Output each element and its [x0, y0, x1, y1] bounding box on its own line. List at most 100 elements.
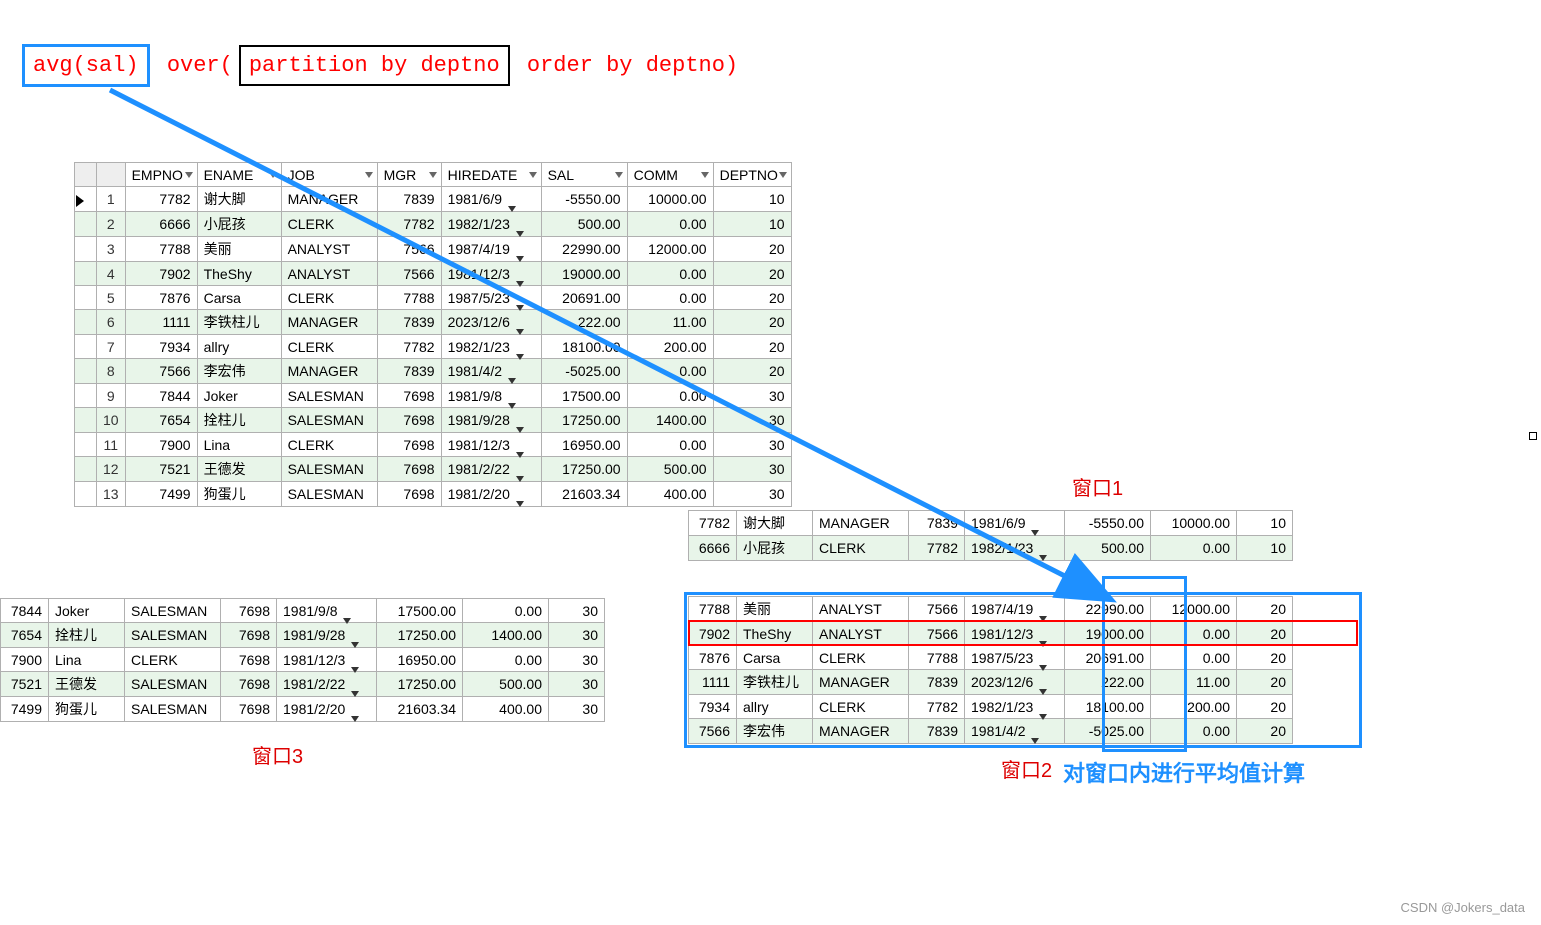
cell-hiredate: 1982/1/23 [965, 536, 1065, 561]
table-row[interactable]: 61111李铁柱儿MANAGER78392023/12/6 222.0011.0… [75, 310, 792, 335]
cell-empno: 7902 [689, 622, 737, 646]
cell-mgr: 7839 [377, 187, 441, 212]
cell-empno: 7900 [125, 433, 197, 457]
cell-empno: 7499 [1, 697, 49, 722]
cell-comm: 10000.00 [1151, 511, 1237, 536]
cell-comm: 0.00 [627, 384, 713, 408]
cell-sal: 19000.00 [1065, 622, 1151, 646]
table-row[interactable]: 6666小屁孩CLERK77821982/1/23 500.000.0010 [689, 536, 1293, 561]
cell-comm: 12000.00 [627, 237, 713, 262]
cell-deptno: 30 [549, 672, 605, 697]
table-row[interactable]: 7521王德发SALESMAN76981981/2/22 17250.00500… [1, 672, 605, 697]
cell-hiredate: 1981/12/3 [441, 433, 541, 457]
cell-mgr: 7566 [909, 622, 965, 646]
cell-hiredate: 1981/6/9 [965, 511, 1065, 536]
table-row[interactable]: 7902TheShyANALYST75661981/12/3 19000.000… [689, 622, 1293, 646]
col-empno[interactable]: EMPNO [125, 163, 197, 187]
col-ename[interactable]: ENAME [197, 163, 281, 187]
cell-ename: 美丽 [197, 237, 281, 262]
table-row[interactable]: 127521王德发SALESMAN76981981/2/22 17250.005… [75, 457, 792, 482]
table-row[interactable]: 7876CarsaCLERK77881987/5/23 20691.000.00… [689, 646, 1293, 670]
table-row[interactable]: 7844JokerSALESMAN76981981/9/8 17500.000.… [1, 599, 605, 623]
row-indicator [75, 310, 97, 335]
col-comm[interactable]: COMM [627, 163, 713, 187]
table-row[interactable]: 1111李铁柱儿MANAGER78392023/12/6 222.0011.00… [689, 670, 1293, 695]
table-row[interactable]: 7788美丽ANALYST75661987/4/19 22990.0012000… [689, 597, 1293, 622]
table-row[interactable]: 87566李宏伟MANAGER78391981/4/2 -5025.000.00… [75, 359, 792, 384]
cell-job: SALESMAN [281, 482, 377, 507]
table-row[interactable]: 37788美丽ANALYST75661987/4/19 22990.001200… [75, 237, 792, 262]
main-data-grid[interactable]: EMPNO ENAME JOB MGR HIREDATE SAL COMM DE… [74, 162, 792, 507]
sort-icon[interactable] [269, 172, 277, 178]
window1-grid: 7782谢大脚MANAGER78391981/6/9 -5550.0010000… [688, 510, 1293, 561]
col-deptno[interactable]: DEPTNO [713, 163, 791, 187]
sort-icon[interactable] [365, 172, 373, 178]
cell-hiredate: 1987/5/23 [965, 646, 1065, 670]
cell-hiredate: 1981/2/22 [277, 672, 377, 697]
cell-ename: 谢大脚 [737, 511, 813, 536]
cell-mgr: 7782 [377, 212, 441, 237]
cell-deptno: 20 [1237, 695, 1293, 719]
rownum-col [97, 163, 126, 187]
table-row[interactable]: 7782谢大脚MANAGER78391981/6/9 -5550.0010000… [689, 511, 1293, 536]
table-row[interactable]: 117900LinaCLERK76981981/12/3 16950.000.0… [75, 433, 792, 457]
sort-icon[interactable] [429, 172, 437, 178]
col-hiredate[interactable]: HIREDATE [441, 163, 541, 187]
sql-partition-box: partition by deptno [239, 45, 510, 86]
sort-icon[interactable] [701, 172, 709, 178]
cell-ename: TheShy [737, 622, 813, 646]
cell-hiredate: 2023/12/6 [965, 670, 1065, 695]
cell-deptno: 10 [713, 187, 791, 212]
cell-deptno: 20 [713, 237, 791, 262]
row-indicator [75, 359, 97, 384]
cell-empno: 7844 [1, 599, 49, 623]
table-row[interactable]: 137499狗蛋儿SALESMAN76981981/2/20 21603.344… [75, 482, 792, 507]
cell-empno: 7499 [125, 482, 197, 507]
cell-comm: 0.00 [1151, 646, 1237, 670]
row-indicator-col [75, 163, 97, 187]
col-mgr[interactable]: MGR [377, 163, 441, 187]
table-row[interactable]: 97844JokerSALESMAN76981981/9/8 17500.000… [75, 384, 792, 408]
cell-sal: 222.00 [1065, 670, 1151, 695]
cell-ename: allry [737, 695, 813, 719]
cell-ename: 李铁柱儿 [197, 310, 281, 335]
cell-job: MANAGER [281, 310, 377, 335]
row-indicator [75, 335, 97, 359]
table-row[interactable]: 7499狗蛋儿SALESMAN76981981/2/20 21603.34400… [1, 697, 605, 722]
current-row-pointer-icon [76, 195, 84, 207]
cell-empno: 7876 [125, 286, 197, 310]
cell-comm: 10000.00 [627, 187, 713, 212]
table-row[interactable]: 7900LinaCLERK76981981/12/3 16950.000.003… [1, 648, 605, 672]
table-row[interactable]: 26666小屁孩CLERK77821982/1/23 500.000.0010 [75, 212, 792, 237]
cell-ename: 美丽 [737, 597, 813, 622]
table-row[interactable]: 17782谢大脚MANAGER78391981/6/9 -5550.001000… [75, 187, 792, 212]
cell-ename: Carsa [737, 646, 813, 670]
cell-mgr: 7566 [377, 237, 441, 262]
sort-icon[interactable] [615, 172, 623, 178]
table-row[interactable]: 7934allryCLERK77821982/1/23 18100.00200.… [689, 695, 1293, 719]
sort-icon[interactable] [185, 172, 193, 178]
col-job[interactable]: JOB [281, 163, 377, 187]
cell-job: MANAGER [813, 511, 909, 536]
col-sal[interactable]: SAL [541, 163, 627, 187]
table-row[interactable]: 57876CarsaCLERK77881987/5/23 20691.000.0… [75, 286, 792, 310]
row-indicator [75, 457, 97, 482]
sort-icon[interactable] [779, 172, 787, 178]
table-row[interactable]: 7654拴柱儿SALESMAN76981981/9/28 17250.00140… [1, 623, 605, 648]
cell-sal: 17500.00 [377, 599, 463, 623]
cell-comm: 400.00 [463, 697, 549, 722]
table-row[interactable]: 47902TheShyANALYST75661981/12/3 19000.00… [75, 262, 792, 286]
table-row[interactable]: 107654拴柱儿SALESMAN76981981/9/28 17250.001… [75, 408, 792, 433]
cell-comm: 1400.00 [627, 408, 713, 433]
cell-hiredate: 1981/12/3 [441, 262, 541, 286]
cell-mgr: 7782 [377, 335, 441, 359]
table-row[interactable]: 77934allryCLERK77821982/1/23 18100.00200… [75, 335, 792, 359]
cell-ename: 狗蛋儿 [197, 482, 281, 507]
sort-icon[interactable] [529, 172, 537, 178]
cell-sal: -5550.00 [541, 187, 627, 212]
table-row[interactable]: 7566李宏伟MANAGER78391981/4/2 -5025.000.002… [689, 719, 1293, 744]
cell-mgr: 7839 [377, 310, 441, 335]
row-number: 8 [97, 359, 126, 384]
window3-grid: 7844JokerSALESMAN76981981/9/8 17500.000.… [0, 598, 605, 722]
cell-hiredate: 1981/9/8 [277, 599, 377, 623]
